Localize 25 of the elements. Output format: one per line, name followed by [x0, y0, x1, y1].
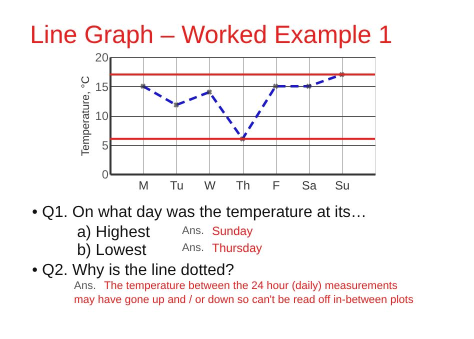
x-tick-label: Su — [335, 178, 350, 192]
x-tick-label: Sa — [302, 178, 317, 192]
x-tick-label: Tu — [170, 178, 184, 192]
text: • Q1. On what day was the temperature at its… — [32, 204, 367, 221]
x-tick-label: M — [138, 178, 149, 192]
text: a) Highest — [77, 224, 150, 241]
text: Ans. — [74, 280, 96, 292]
y-tick-label: 10 — [95, 109, 109, 123]
y-tick-label: 20 — [95, 50, 109, 64]
chart-title: Line Graph – Worked Example 1 — [30, 21, 392, 49]
x-tick-label: Th — [236, 178, 250, 192]
text: b) Lowest — [77, 242, 147, 259]
text: Sunday — [212, 224, 253, 238]
text: Ans. — [182, 225, 204, 237]
text: • Q2. Why is the line dotted? — [32, 262, 234, 279]
text: Thursday — [212, 241, 262, 255]
y-tick-label: 0 — [102, 168, 109, 182]
x-tick-label: W — [204, 178, 216, 192]
x-tick-label: F — [272, 178, 280, 192]
text: may have gone up and / or down so can't be read off in-between plots — [74, 294, 414, 306]
text: The temperature between the 24 hour (daily) measurements — [104, 280, 398, 292]
y-axis-title: Temperature, °C — [80, 76, 92, 156]
text: Ans. — [182, 242, 204, 254]
y-tick-label: 15 — [95, 80, 109, 94]
y-tick-label: 5 — [102, 138, 109, 152]
